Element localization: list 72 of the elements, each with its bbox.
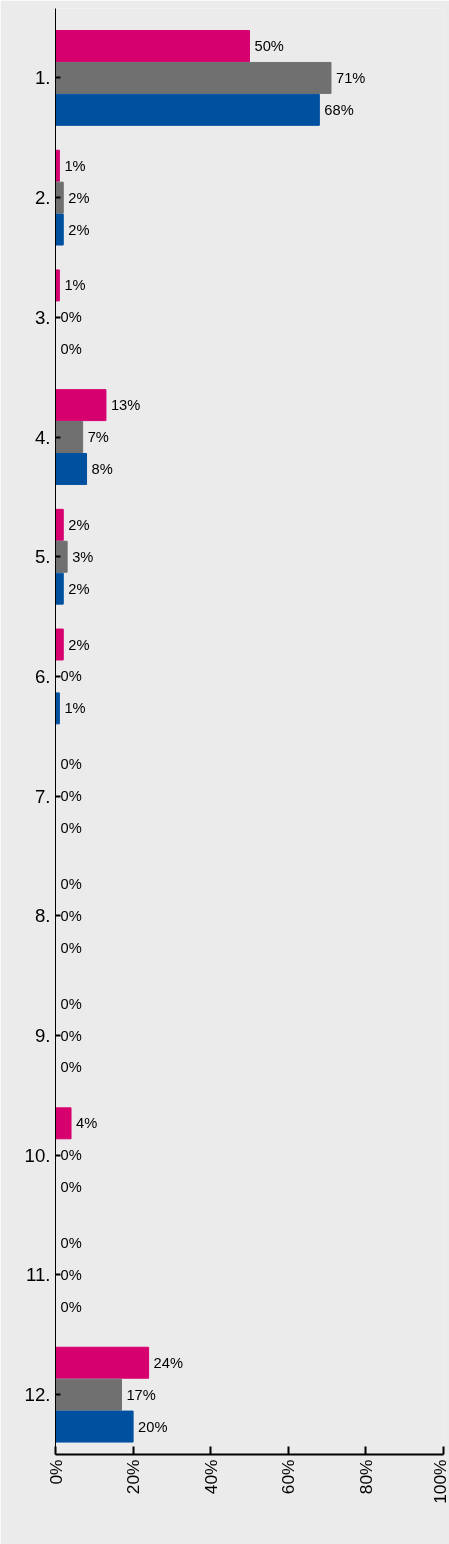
- x-tick-label: 20%: [123, 1459, 144, 1495]
- data-label: 0%: [60, 820, 82, 837]
- y-tick-label: 7.: [34, 785, 51, 807]
- bar: [55, 540, 68, 573]
- bar: [55, 181, 64, 214]
- y-tick-label: 5.: [34, 546, 51, 568]
- y-tick-label: 4.: [34, 426, 51, 448]
- data-label: 1%: [64, 700, 86, 717]
- data-label: 50%: [254, 38, 284, 55]
- data-label: 0%: [60, 1059, 82, 1076]
- data-label: 2%: [68, 636, 90, 653]
- data-label: 4%: [76, 1115, 98, 1132]
- data-label: 0%: [60, 995, 82, 1012]
- data-label: 3%: [72, 548, 94, 565]
- x-tick-label: 0%: [45, 1459, 66, 1485]
- data-label: 68%: [324, 101, 354, 118]
- y-tick-label: 2.: [34, 187, 51, 209]
- bar: [55, 692, 60, 725]
- y-tick-label: 6.: [34, 665, 51, 687]
- data-label: 71%: [335, 69, 366, 86]
- data-label: 0%: [60, 907, 82, 924]
- bar: [55, 1378, 122, 1411]
- data-label: 2%: [68, 516, 90, 533]
- y-tick-label: 1.: [34, 67, 51, 89]
- y-tick-label: 11.: [25, 1264, 51, 1286]
- data-label: 0%: [60, 1027, 82, 1044]
- x-tick-label: 40%: [200, 1459, 221, 1495]
- data-label: 0%: [60, 1235, 82, 1252]
- bar: [55, 1346, 150, 1379]
- y-tick-label: 3.: [34, 306, 51, 328]
- data-label: 13%: [110, 397, 141, 414]
- data-label: 1%: [64, 277, 86, 294]
- x-tick-label: 60%: [278, 1459, 299, 1495]
- y-tick-label: 9.: [34, 1025, 51, 1047]
- data-label: 0%: [60, 1179, 82, 1196]
- bar: [55, 1107, 72, 1140]
- data-label: 2%: [68, 189, 90, 206]
- data-label: 1%: [64, 157, 86, 174]
- data-label: 20%: [138, 1418, 168, 1435]
- bar: [55, 61, 332, 94]
- bar: [55, 572, 64, 605]
- bar: [55, 508, 64, 541]
- bar: [55, 421, 84, 454]
- x-tick-label: 80%: [355, 1459, 376, 1495]
- data-label: 0%: [60, 756, 82, 773]
- y-tick-label: 10.: [24, 1144, 51, 1166]
- data-label: 2%: [68, 580, 90, 597]
- data-label: 0%: [60, 1266, 82, 1283]
- data-label: 0%: [60, 668, 82, 685]
- bar: [55, 93, 320, 126]
- bar: [55, 628, 64, 661]
- bar: [55, 1410, 134, 1443]
- x-tick-label: 100%: [429, 1459, 449, 1504]
- data-label: 0%: [60, 939, 82, 956]
- data-label: 0%: [60, 309, 82, 326]
- data-label: 0%: [60, 1298, 82, 1315]
- y-tick-label: 12.: [24, 1384, 51, 1406]
- bar: [55, 269, 60, 302]
- data-label: 0%: [60, 341, 82, 358]
- data-label: 2%: [68, 221, 90, 238]
- data-label: 0%: [60, 875, 82, 892]
- bar: [55, 30, 250, 62]
- data-label: 7%: [87, 429, 109, 446]
- data-label: 8%: [91, 460, 113, 477]
- bar: [55, 389, 107, 422]
- data-label: 0%: [60, 788, 82, 805]
- data-label: 0%: [60, 1147, 82, 1164]
- bar: [55, 452, 88, 485]
- data-label: 24%: [153, 1354, 183, 1371]
- y-tick-label: 8.: [34, 905, 51, 927]
- data-label: 17%: [126, 1386, 156, 1403]
- bar: [55, 213, 64, 246]
